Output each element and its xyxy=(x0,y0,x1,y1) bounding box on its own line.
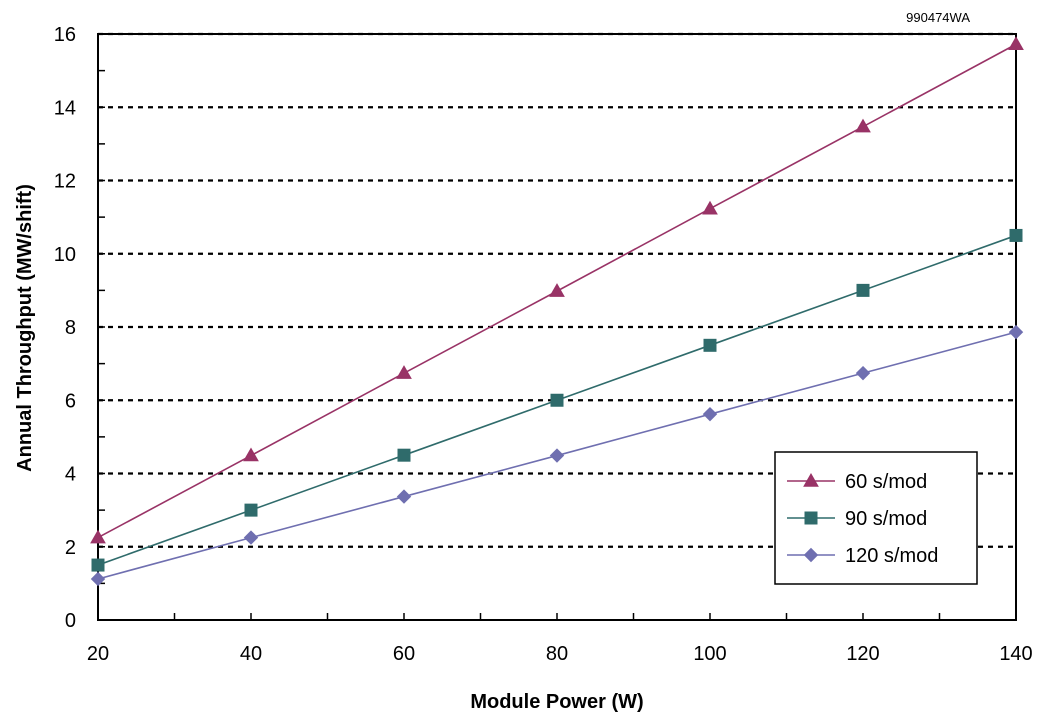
series-3 xyxy=(90,324,1024,587)
data-point xyxy=(243,447,259,462)
y-axis-title: Annual Throughput (MW/shift) xyxy=(14,184,36,472)
x-tick-label: 100 xyxy=(693,643,726,665)
y-tick-label: 12 xyxy=(54,171,76,193)
data-point xyxy=(396,365,412,379)
data-point xyxy=(855,118,871,133)
series-2 xyxy=(91,228,1023,572)
x-tick-label: 40 xyxy=(240,643,262,665)
x-tick-label: 80 xyxy=(546,643,568,665)
series-1 xyxy=(90,36,1024,544)
x-tick-label: 120 xyxy=(846,643,879,665)
y-tick-label: 0 xyxy=(65,610,76,632)
legend-entry: 60 s/mod xyxy=(787,471,927,493)
legend-entry: 120 s/mod xyxy=(787,545,938,567)
legend-label: 60 s/mod xyxy=(845,471,927,493)
data-point xyxy=(396,489,412,504)
data-point xyxy=(703,338,717,352)
data-point xyxy=(91,558,105,572)
x-tick-label: 60 xyxy=(393,643,415,665)
x-axis-title: Module Power (W) xyxy=(470,691,643,713)
data-point xyxy=(856,283,870,297)
data-point xyxy=(243,530,259,545)
series-layer xyxy=(90,36,1024,587)
x-tick-label: 140 xyxy=(999,643,1032,665)
data-point xyxy=(90,571,106,587)
data-point xyxy=(1008,36,1024,51)
data-point xyxy=(549,448,565,463)
y-tick-label: 8 xyxy=(65,317,76,339)
legend-marker xyxy=(803,472,819,487)
data-point xyxy=(550,393,564,407)
data-point xyxy=(855,365,871,381)
data-point xyxy=(244,503,258,517)
y-tick-label: 6 xyxy=(65,390,76,412)
axes: 0 2 4 6 8 10 12 14 16 20 40 60 80 100 120 140 xyxy=(54,24,1033,665)
legend-marker xyxy=(804,511,818,525)
y-tick-label: 16 xyxy=(54,24,76,46)
data-point xyxy=(1008,324,1024,340)
legend-label: 90 s/mod xyxy=(845,508,927,530)
y-tick-label: 14 xyxy=(54,97,76,119)
legend-marker xyxy=(803,547,819,563)
y-tick-label: 2 xyxy=(65,537,76,559)
figure-id: 990474WA xyxy=(906,10,970,25)
data-point xyxy=(702,406,718,422)
y-tick-label: 4 xyxy=(65,464,76,486)
y-tick-label: 10 xyxy=(54,244,76,266)
legend: 60 s/mod 90 s/mod 120 s/mod xyxy=(774,451,978,585)
x-tick-label: 20 xyxy=(87,643,109,665)
data-point xyxy=(90,529,106,544)
legend-label: 120 s/mod xyxy=(845,545,938,567)
legend-entry: 90 s/mod xyxy=(787,508,927,530)
data-point xyxy=(549,283,565,297)
data-point xyxy=(397,448,411,462)
data-point xyxy=(1009,228,1023,242)
data-point xyxy=(702,200,718,215)
